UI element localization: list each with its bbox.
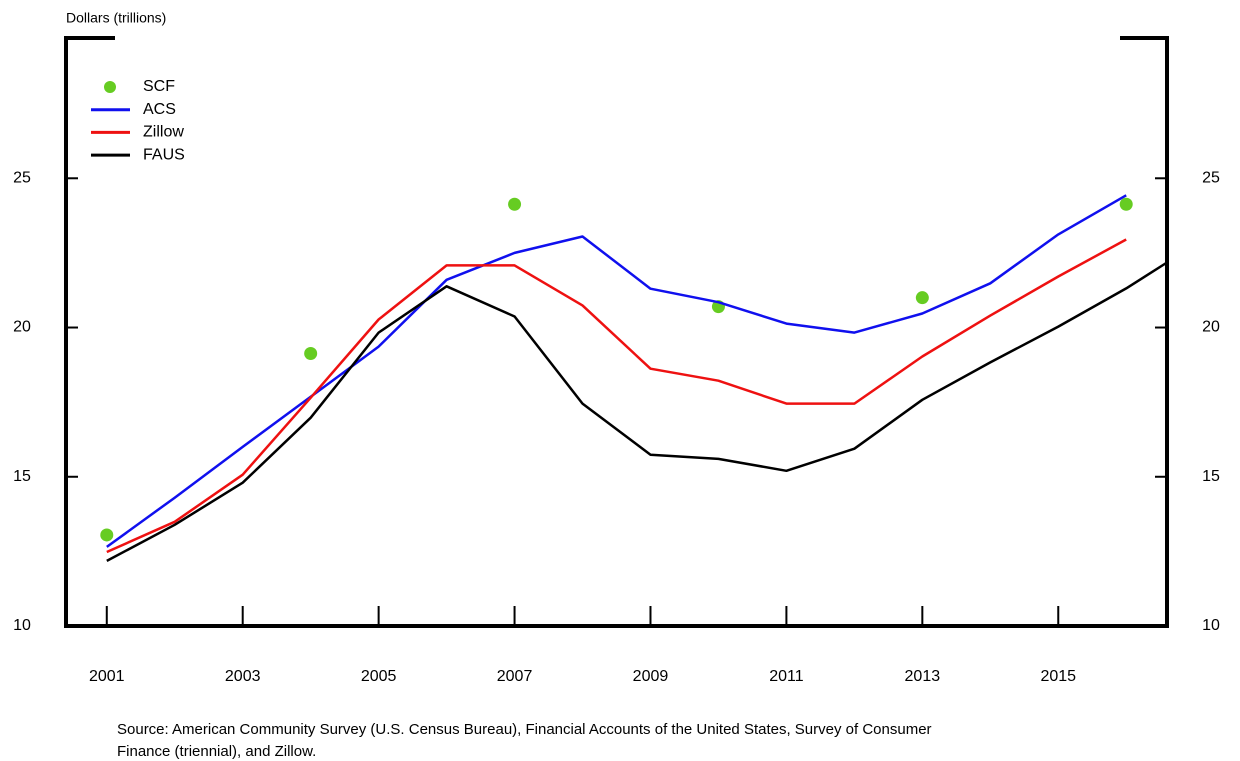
x-tick-label: 2003 [225, 668, 261, 685]
y-tick-label-right: 25 [1202, 170, 1220, 187]
x-tick-label: 2009 [633, 668, 669, 685]
legend-label: ACS [143, 101, 176, 118]
legend-label: Zillow [143, 124, 184, 141]
y-tick-label: 20 [13, 319, 31, 336]
scf-point [100, 528, 114, 542]
y-tick-label: 15 [13, 468, 31, 485]
y-tick-label-right: 15 [1202, 468, 1220, 485]
source-note: Finance (triennial), and Zillow. [117, 743, 316, 760]
scf-point [508, 197, 522, 211]
source-note: Source: American Community Survey (U.S. … [117, 721, 932, 738]
y-tick-label-right: 10 [1202, 617, 1220, 634]
series-line [106, 238, 1127, 554]
x-tick-label: 2013 [905, 668, 941, 685]
y-tick-label: 25 [13, 170, 31, 187]
scf-point [915, 291, 929, 305]
x-tick-label: 2005 [361, 668, 397, 685]
axis-frame [64, 36, 1169, 628]
legend-swatch [104, 81, 116, 93]
series-line [106, 261, 1168, 563]
y-tick-label-right: 20 [1202, 319, 1220, 336]
scf-point [304, 346, 318, 360]
legend-label: SCF [143, 78, 175, 95]
series-line [106, 194, 1127, 548]
y-axis-label: Dollars (trillions) [66, 10, 166, 26]
x-tick-label: 2015 [1040, 668, 1076, 685]
scf-point [1119, 197, 1133, 211]
x-tick-label: 2007 [497, 668, 533, 685]
legend-label: FAUS [143, 146, 185, 163]
x-tick-label: 2001 [89, 668, 125, 685]
x-tick-label: 2011 [769, 668, 804, 685]
y-tick-label: 10 [13, 617, 31, 634]
